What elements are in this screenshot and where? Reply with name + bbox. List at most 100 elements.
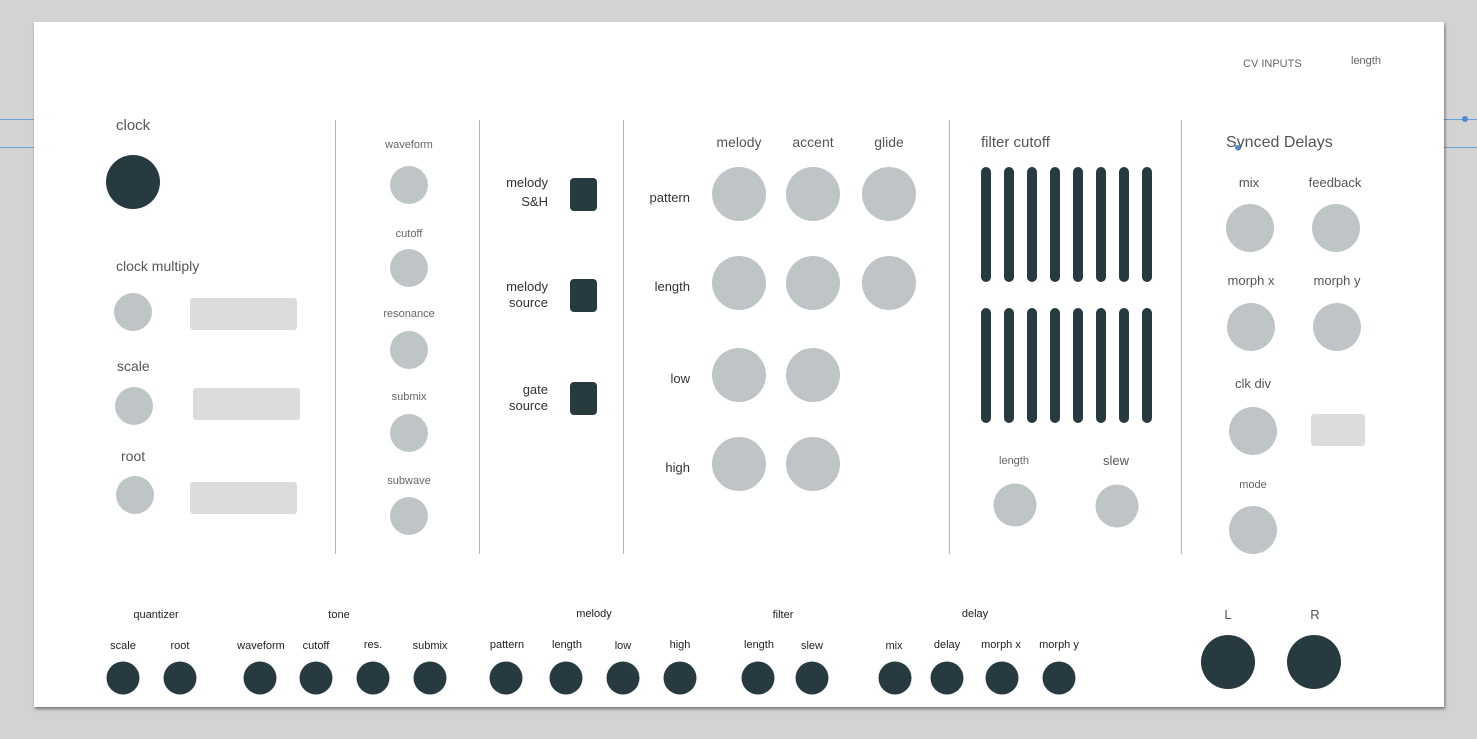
clock-label: clock (116, 117, 151, 134)
cutoff-knob[interactable] (390, 249, 428, 287)
filter-step-2-bottom[interactable] (1004, 308, 1014, 423)
filter-step-3-top[interactable] (1027, 167, 1037, 282)
jack-low[interactable] (606, 661, 640, 695)
jack-filter-length[interactable] (741, 661, 775, 695)
output-left-label: L (1224, 607, 1232, 622)
jack-group-quantizer-title: quantizer (133, 609, 179, 621)
row-pattern-label: pattern (649, 190, 690, 205)
filter-step-4-bottom[interactable] (1050, 308, 1060, 423)
filter-length-knob[interactable] (993, 483, 1037, 527)
gate-source-label-line1: gate (522, 382, 548, 397)
filter-step-1-bottom[interactable] (981, 308, 991, 423)
jack-cutoff[interactable] (299, 661, 333, 695)
accent-low-knob[interactable] (786, 348, 840, 402)
accent-length-knob[interactable] (786, 256, 840, 310)
glide-length-knob[interactable] (862, 256, 916, 310)
filter-step-2-top[interactable] (1004, 167, 1014, 282)
melody-length-knob[interactable] (712, 256, 766, 310)
clock-button[interactable] (106, 155, 160, 209)
jack-scale[interactable] (106, 661, 140, 695)
subwave-knob[interactable] (390, 497, 428, 535)
gate-source-switch[interactable] (570, 382, 597, 415)
jack-filter-length-label: length (744, 639, 774, 651)
delay-morph-y-knob[interactable] (1313, 303, 1361, 351)
jack-morph-y[interactable] (1042, 661, 1076, 695)
melody-source-label-line1: melody (506, 279, 548, 294)
divider-1 (335, 120, 336, 554)
divider-3 (623, 120, 624, 554)
root-knob[interactable] (116, 476, 154, 514)
submix-knob[interactable] (390, 414, 428, 452)
col-accent-label: accent (792, 134, 834, 150)
scale-knob[interactable] (115, 387, 153, 425)
jack-high-label: high (669, 639, 691, 651)
filter-slew-knob[interactable] (1095, 484, 1139, 528)
filter-step-8-bottom[interactable] (1142, 308, 1152, 423)
resonance-knob[interactable] (390, 331, 428, 369)
delay-mix-knob[interactable] (1226, 204, 1274, 252)
jack-root[interactable] (163, 661, 197, 695)
clock-multiply-knob[interactable] (114, 293, 152, 331)
melody-source-switch[interactable] (570, 279, 597, 312)
filter-step-5-bottom[interactable] (1073, 308, 1083, 423)
accent-pattern-knob[interactable] (786, 167, 840, 221)
delay-morph-x-knob[interactable] (1227, 303, 1275, 351)
scale-display (193, 388, 300, 420)
filter-step-7-bottom[interactable] (1119, 308, 1129, 423)
jack-group-delay-title: delay (961, 608, 989, 620)
jack-group-melody-title: melody (576, 608, 612, 620)
guide-handle-2[interactable] (1235, 145, 1240, 150)
jack-high[interactable] (663, 661, 697, 695)
delay-mix-label: mix (1238, 175, 1260, 190)
filter-step-6-bottom[interactable] (1096, 308, 1106, 423)
synced-delays-title: Synced Delays (1226, 134, 1333, 151)
delay-mode-knob[interactable] (1229, 506, 1277, 554)
jack-filter-slew[interactable] (795, 661, 829, 695)
jack-delay[interactable] (930, 661, 964, 695)
delay-morph-y-label: morph y (1313, 273, 1361, 288)
filter-step-8-top[interactable] (1142, 167, 1152, 282)
jack-morph-y-label: morph y (1039, 639, 1079, 651)
filter-step-1-top[interactable] (981, 167, 991, 282)
delay-clk-div-knob[interactable] (1229, 407, 1277, 455)
jack-res[interactable] (356, 661, 390, 695)
waveform-label: waveform (385, 139, 433, 151)
jack-length[interactable] (549, 661, 583, 695)
guide-handle[interactable] (1462, 116, 1468, 122)
filter-step-3-bottom[interactable] (1027, 308, 1037, 423)
accent-high-knob[interactable] (786, 437, 840, 491)
filter-step-4-top[interactable] (1050, 167, 1060, 282)
melody-low-knob[interactable] (712, 348, 766, 402)
header-length-label: length (1351, 55, 1381, 67)
filter-cutoff-title: filter cutoff (981, 134, 1050, 151)
filter-step-6-top[interactable] (1096, 167, 1106, 282)
clock-multiply-display (190, 298, 297, 330)
delay-mode-label: mode (1239, 479, 1267, 491)
jack-pattern[interactable] (489, 661, 523, 695)
filter-step-5-top[interactable] (1073, 167, 1083, 282)
jack-waveform[interactable] (243, 661, 277, 695)
delay-feedback-knob[interactable] (1312, 204, 1360, 252)
submix-label: submix (391, 391, 427, 403)
cutoff-label: cutoff (395, 228, 423, 240)
jack-delay-mix-label: mix (885, 640, 903, 652)
melody-pattern-knob[interactable] (712, 167, 766, 221)
jack-submix[interactable] (413, 661, 447, 695)
jack-root-label: root (170, 640, 190, 652)
output-right-jack[interactable] (1287, 635, 1341, 689)
filter-step-7-top[interactable] (1119, 167, 1129, 282)
waveform-knob[interactable] (390, 166, 428, 204)
melody-sh-switch[interactable] (570, 178, 597, 211)
divider-5 (1181, 120, 1182, 554)
jack-delay-mix[interactable] (878, 661, 912, 695)
subwave-label: subwave (387, 475, 431, 487)
output-left-jack[interactable] (1201, 635, 1255, 689)
melody-sh-label-line2: S&H (521, 194, 548, 209)
delay-feedback-label: feedback (1308, 175, 1362, 190)
col-melody-label: melody (716, 134, 762, 150)
melody-high-knob[interactable] (712, 437, 766, 491)
glide-pattern-knob[interactable] (862, 167, 916, 221)
jack-res-label: res. (363, 639, 383, 651)
jack-morph-x[interactable] (985, 661, 1019, 695)
col-glide-label: glide (874, 134, 904, 150)
